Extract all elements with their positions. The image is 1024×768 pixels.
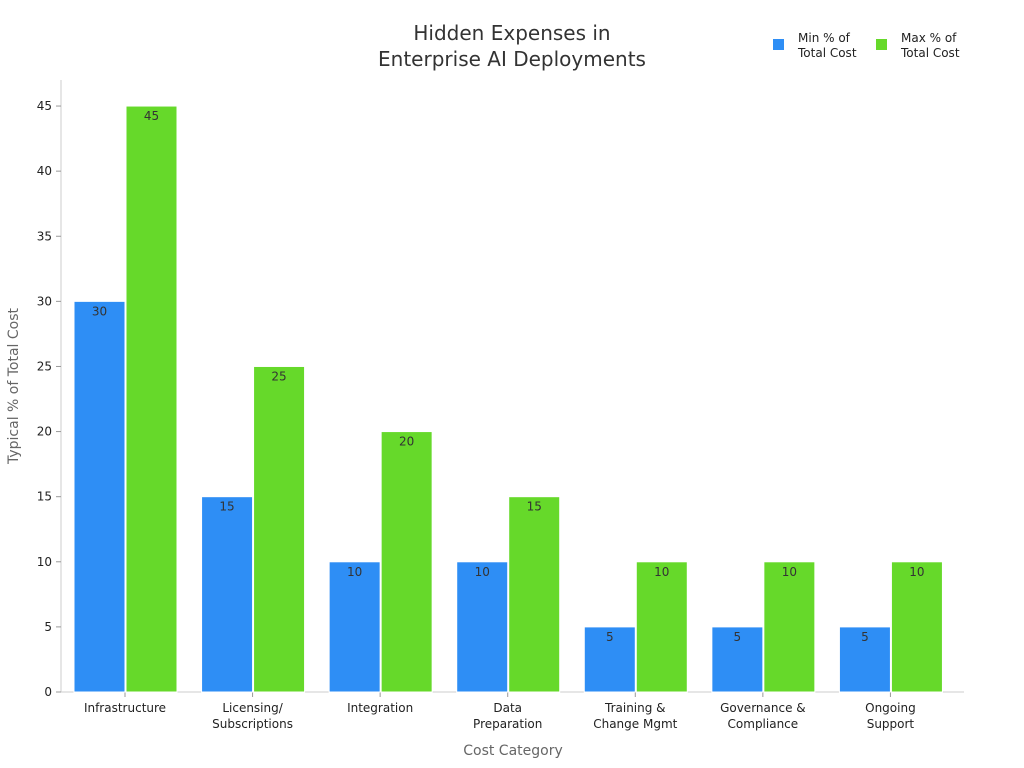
bar-min <box>456 561 509 693</box>
chart-title: Hidden Expenses in Enterprise AI Deployme… <box>378 21 646 71</box>
y-tick-label: 20 <box>37 425 52 439</box>
bar-min <box>201 496 254 693</box>
bar-max <box>508 496 561 693</box>
bar-value-label: 20 <box>399 435 414 449</box>
y-axis-title: Typical % of Total Cost <box>6 307 22 465</box>
x-axis: Infrastructure Licensing/Subscriptions Int… <box>61 691 964 731</box>
bar-value-label: 25 <box>271 369 286 383</box>
legend-swatch-max <box>876 39 887 50</box>
bar-min <box>328 561 381 693</box>
bar-value-label: 15 <box>219 500 234 514</box>
bar-value-label: 10 <box>347 565 362 579</box>
bar-value-label: 10 <box>909 565 924 579</box>
y-tick-label: 15 <box>37 490 52 504</box>
bar-min <box>73 300 126 693</box>
y-tick-label: 0 <box>44 685 52 699</box>
bar-labels: 30 45 15 25 10 20 10 15 5 10 5 10 5 10 <box>92 109 925 644</box>
bar-max <box>380 431 433 693</box>
bar-min <box>711 626 764 693</box>
bar-value-label: 10 <box>782 565 797 579</box>
bar-value-label: 10 <box>654 565 669 579</box>
bar-value-label: 5 <box>734 630 742 644</box>
legend-label: Min % of Total Cost <box>797 31 857 60</box>
bar-max <box>253 365 306 693</box>
bar-max <box>635 561 688 693</box>
legend-swatch-min <box>773 39 784 50</box>
bar-max <box>763 561 816 693</box>
bar-value-label: 5 <box>606 630 614 644</box>
bar-value-label: 5 <box>861 630 869 644</box>
x-tick-label: Integration <box>347 701 413 715</box>
y-axis: 0 5 10 15 20 25 30 35 40 45 <box>37 80 62 699</box>
y-tick-label: 30 <box>37 294 52 308</box>
bar-min <box>838 626 891 693</box>
x-tick-label: Governance & Compliance <box>720 701 806 731</box>
x-tick-label: Ongoing Support <box>865 701 916 731</box>
bar-value-label: 15 <box>527 500 542 514</box>
x-axis-title: Cost Category <box>463 743 563 759</box>
legend: Min % of Total Cost Max % of Total Cost <box>773 31 960 60</box>
x-tick-label: Data Preparation <box>473 701 542 731</box>
y-tick-label: 40 <box>37 164 52 178</box>
bars <box>73 105 943 693</box>
x-tick-label: Training & Change Mgmt <box>593 701 677 731</box>
bar-value-label: 10 <box>475 565 490 579</box>
bar-value-label: 45 <box>144 109 159 123</box>
legend-label: Max % of Total Cost <box>900 31 960 60</box>
y-tick-label: 5 <box>44 620 52 634</box>
bar-max <box>125 105 178 693</box>
y-tick-label: 35 <box>37 229 52 243</box>
y-tick-label: 10 <box>37 555 52 569</box>
y-tick-label: 25 <box>37 359 52 373</box>
bar-max <box>890 561 943 693</box>
x-tick-label: Infrastructure <box>84 701 166 715</box>
x-tick-label: Licensing/Subscriptions <box>212 701 293 731</box>
y-tick-label: 45 <box>37 99 52 113</box>
bar-min <box>583 626 636 693</box>
bar-value-label: 30 <box>92 304 107 318</box>
